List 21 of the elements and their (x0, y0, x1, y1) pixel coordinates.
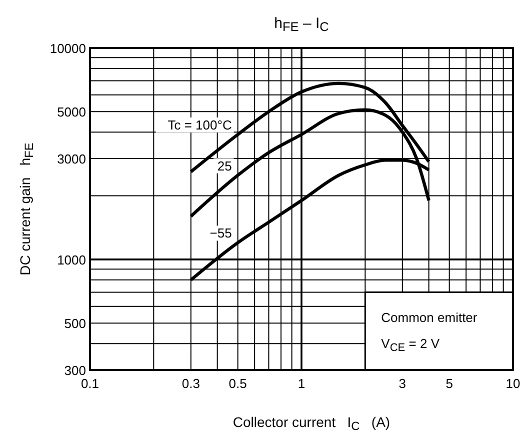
note-box: Common emitter V$_{CE}$ = 2 V (364, 291, 514, 371)
annotation: Common emitter (381, 310, 478, 326)
x-axis-title: Collector current I$_{C}$ (A) (232, 414, 390, 433)
x-tick-label: 3 (398, 376, 406, 391)
x-tick-label: 1 (298, 376, 306, 391)
x-tick-label: 0.5 (228, 376, 247, 391)
y-tick-label: 1000 (57, 252, 86, 268)
series-label: −55 (210, 226, 232, 241)
y-tick-label: 5000 (57, 104, 86, 120)
x-tick-label: 10 (506, 376, 520, 391)
chart-title: h$_{FE}$ – I$_{C}$ (274, 15, 329, 34)
y-tick-label: 3000 (57, 152, 86, 167)
x-tick-label: 5 (446, 376, 453, 391)
x-tick-label: 0.3 (182, 376, 200, 391)
y-tick-label: 10000 (50, 41, 86, 56)
annotation: V$_{CE}$ = 2 V (381, 336, 440, 354)
series-label: Tc = 100°C (168, 117, 232, 132)
series-label: 25 (217, 158, 232, 174)
y-tick-label: 300 (64, 363, 86, 378)
x-tick-label: 0.1 (80, 376, 100, 391)
y-tick-label: 500 (64, 316, 86, 332)
